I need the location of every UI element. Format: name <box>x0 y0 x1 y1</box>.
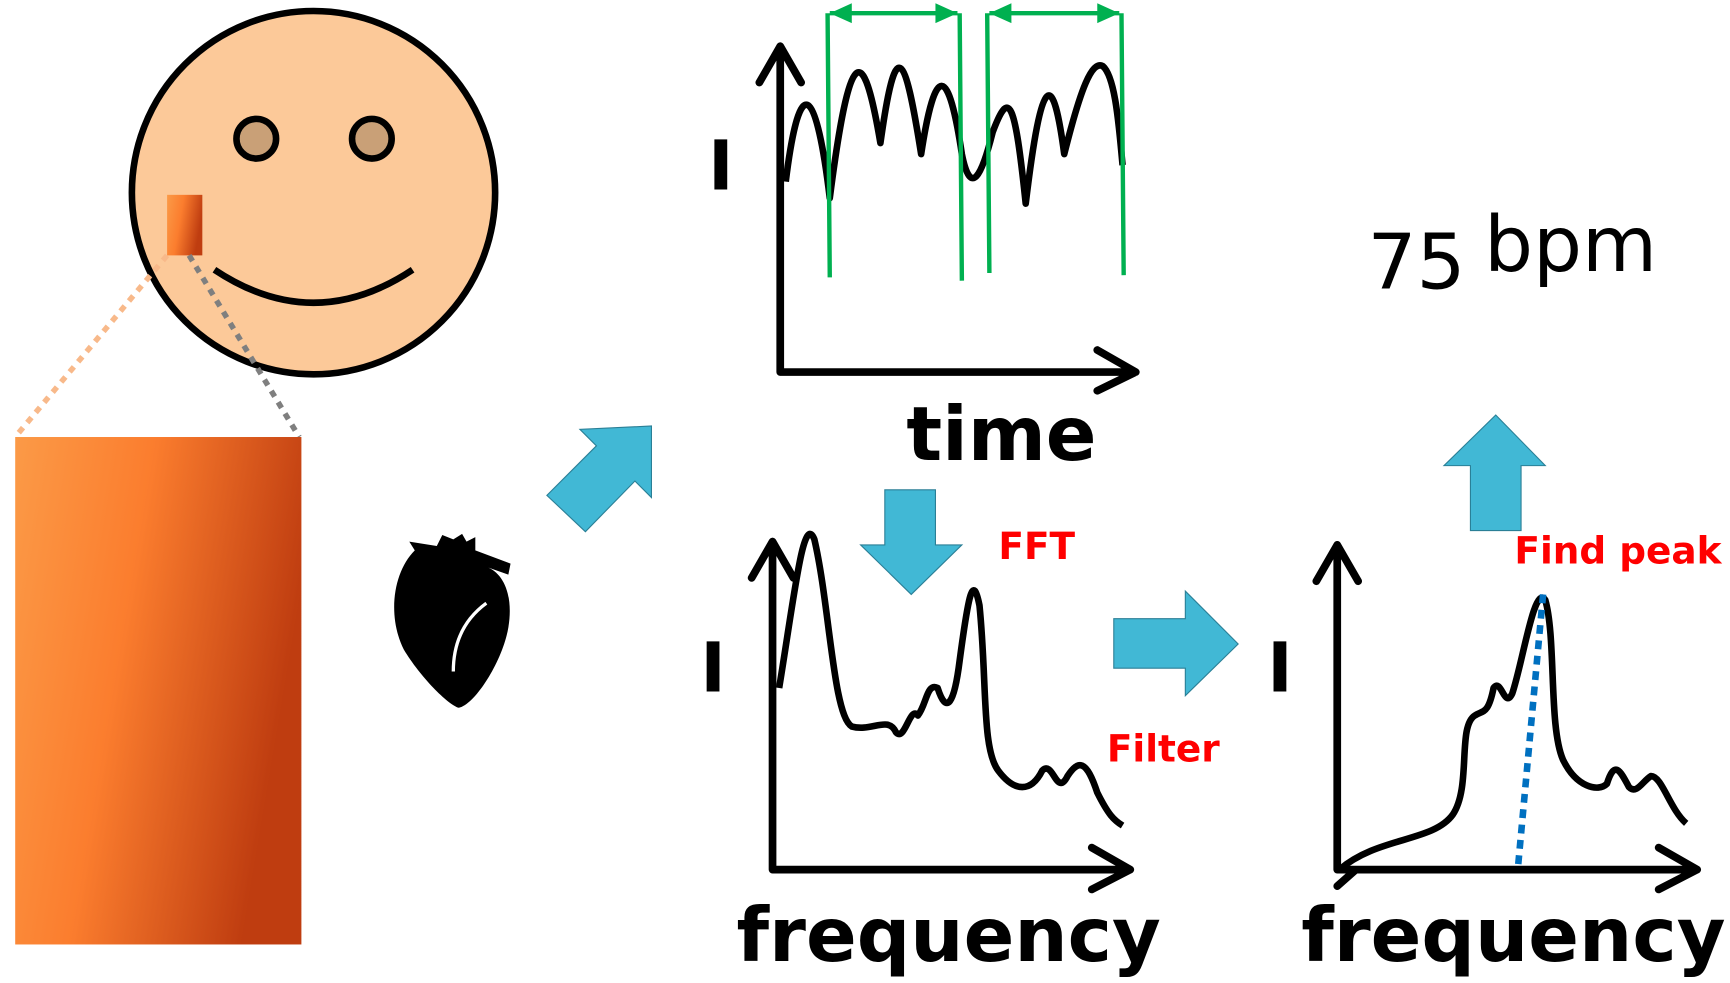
step-label: Find peak <box>1514 529 1722 573</box>
peak-line <box>1514 594 1547 870</box>
time-plot: I time <box>708 3 1140 478</box>
arrow <box>859 489 964 596</box>
x-label: frequency <box>737 892 1161 979</box>
skin-patch <box>15 437 302 945</box>
filtered-plot: I frequency <box>1267 541 1726 979</box>
arrow <box>1442 414 1547 532</box>
heart-detail <box>451 601 488 672</box>
y-label: I <box>1267 629 1292 708</box>
result-unit: bpm <box>1484 200 1657 290</box>
zoom-line <box>13 253 170 439</box>
face <box>128 7 499 378</box>
y-label: I <box>708 127 733 206</box>
y-label: I <box>700 629 725 708</box>
step-label: FFT <box>998 524 1075 568</box>
arrow <box>546 425 652 533</box>
arrow <box>1113 589 1239 698</box>
heart-icon <box>394 533 511 708</box>
step-label: Filter <box>1107 727 1220 771</box>
result-value: 75 <box>1367 217 1465 307</box>
x-label: frequency <box>1301 892 1725 979</box>
fft-plot: I frequency FFT <box>700 524 1160 979</box>
x-label: time <box>906 391 1096 478</box>
zoom-line <box>186 253 302 439</box>
